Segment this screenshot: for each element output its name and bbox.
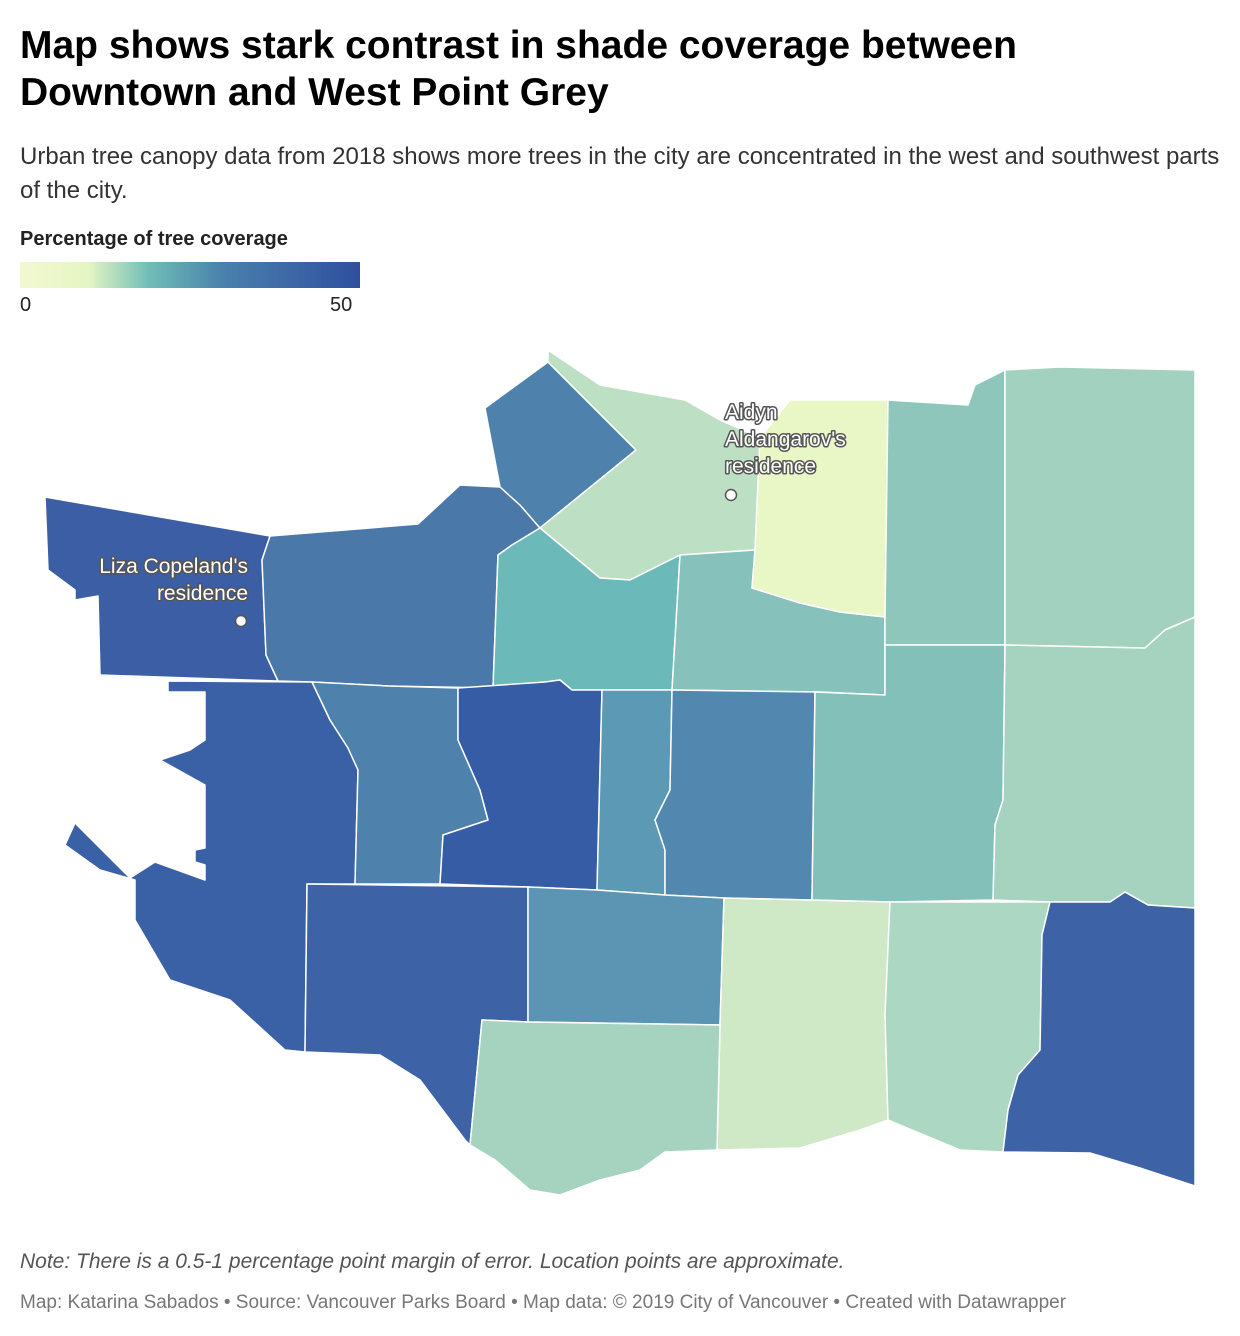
credits-line: Map: Katarina Sabados • Source: Vancouve… <box>20 1292 1067 1313</box>
page-subtitle: Urban tree canopy data from 2018 shows m… <box>20 143 1220 204</box>
marker-aidyn-aldangarov[interactable]: Aidyn Aldangarov's residence <box>724 400 847 502</box>
marker-label-line-3: residence <box>725 455 816 478</box>
region-south-cambie[interactable] <box>596 689 673 896</box>
legend-max-label: 50 <box>330 294 353 316</box>
marker-label-line-1: Aidyn <box>725 401 778 424</box>
page-title: Map shows stark contrast in shade covera… <box>20 24 1017 114</box>
region-sunset[interactable] <box>716 897 891 1151</box>
legend-title: Percentage of tree coverage <box>20 228 288 250</box>
region-grandview-woodland[interactable] <box>884 369 1006 646</box>
legend-min-label: 0 <box>20 294 32 316</box>
region-oakridge[interactable] <box>527 886 725 1026</box>
marker-dot <box>234 614 248 628</box>
marker-dot <box>724 488 738 502</box>
marker-label-line-2: residence <box>157 582 248 605</box>
region-renfrew-collingwood[interactable] <box>992 616 1196 909</box>
marker-liza-copeland[interactable]: Liza Copeland's residence <box>98 554 250 628</box>
region-killarney[interactable] <box>1002 891 1196 1187</box>
region-marpole[interactable] <box>469 1019 721 1196</box>
region-riley-park[interactable] <box>654 689 816 901</box>
region-hastings-sunrise[interactable] <box>1004 366 1196 649</box>
legend-color-scale <box>20 262 360 288</box>
marker-label-line-2: Aldangarov's <box>725 428 846 451</box>
region-strathcona[interactable] <box>751 399 889 618</box>
marker-label-line-1: Liza Copeland's <box>99 555 248 578</box>
footnote: Note: There is a 0.5-1 percentage point … <box>20 1250 845 1273</box>
neighbourhood-map: Liza Copeland's residence Aidyn Aldangar… <box>44 349 1196 1196</box>
